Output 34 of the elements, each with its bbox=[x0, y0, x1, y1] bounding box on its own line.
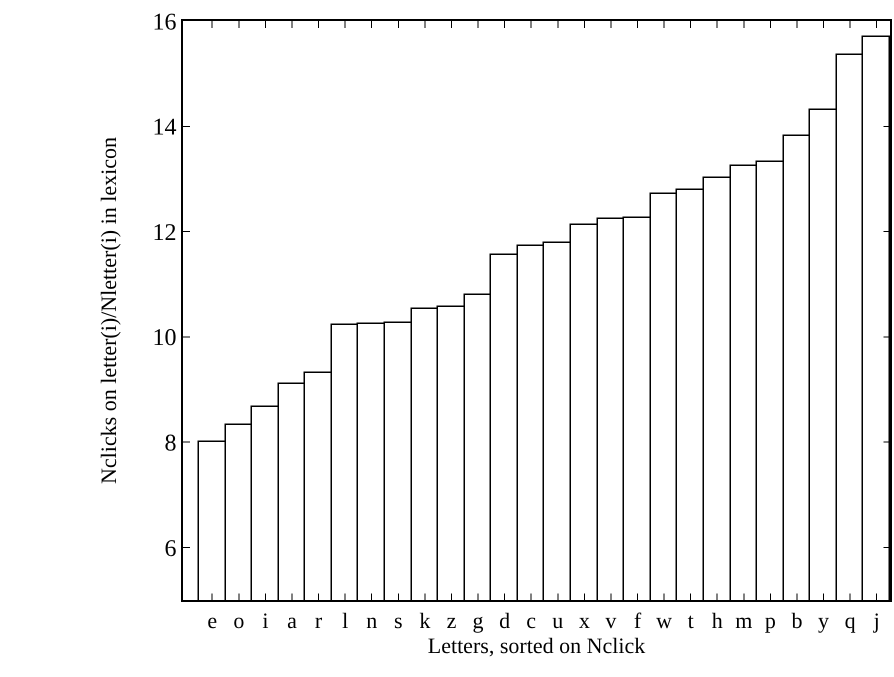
x-tick-label: y bbox=[818, 608, 830, 634]
x-tick-label: o bbox=[233, 608, 244, 634]
x-tick-label: e bbox=[207, 608, 218, 634]
x-tick-label: n bbox=[366, 608, 378, 634]
x-tick-label: t bbox=[688, 608, 694, 634]
x-axis-title: Letters, sorted on Nclick bbox=[428, 633, 646, 658]
x-tick-label: z bbox=[446, 608, 457, 634]
x-tick-label: i bbox=[262, 608, 268, 634]
x-tick-label: p bbox=[764, 608, 776, 634]
x-tick-label: u bbox=[552, 608, 564, 634]
x-tick-label: g bbox=[472, 608, 484, 634]
y-tick-label: 8 bbox=[164, 430, 176, 456]
y-tick-label: 6 bbox=[164, 536, 176, 562]
y-tick-label: 14 bbox=[152, 114, 176, 141]
x-tick-label: d bbox=[499, 608, 510, 634]
x-tick-label: h bbox=[712, 608, 723, 634]
x-tick-label: v bbox=[605, 608, 616, 634]
x-tick-label: x bbox=[578, 608, 590, 634]
y-axis-title: Nclicks on letter(i)/Nletter(i) in lexicon bbox=[96, 137, 121, 484]
y-tick-label: 16 bbox=[152, 9, 176, 36]
y-tick-label: 12 bbox=[152, 220, 176, 246]
x-tick-label: f bbox=[634, 608, 642, 634]
x-tick-label: s bbox=[394, 608, 403, 634]
x-tick-label: l bbox=[342, 608, 348, 634]
x-tick-label: a bbox=[287, 608, 298, 634]
x-tick-label: j bbox=[872, 608, 880, 634]
x-tick-label: q bbox=[844, 608, 856, 634]
x-tick-label: k bbox=[419, 608, 430, 634]
x-tick-label: c bbox=[526, 608, 536, 634]
y-tick-label: 10 bbox=[152, 325, 176, 352]
x-tick-label: m bbox=[735, 608, 752, 634]
x-tick-label: r bbox=[314, 608, 323, 634]
x-tick-label: w bbox=[656, 608, 672, 634]
x-tick-label: b bbox=[791, 608, 802, 634]
